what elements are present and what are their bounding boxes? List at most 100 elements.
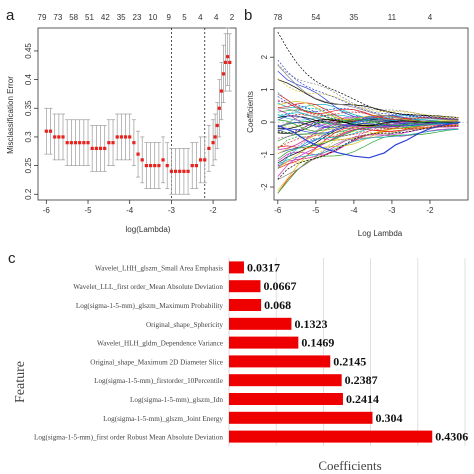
panel-a-point xyxy=(186,169,190,173)
panel-a-point xyxy=(226,55,230,59)
panel-b-top-axis-label: 78 xyxy=(273,13,282,22)
panel-c-y-axis-title: Feature xyxy=(13,361,28,403)
panel-c-marks: 0.0317 Wavelet_LHH_glszm_Small Area Empha… xyxy=(34,260,468,443)
panel-a-point xyxy=(94,146,98,150)
panel-a-point xyxy=(165,164,169,168)
panel-a-point xyxy=(213,135,217,139)
panel-a-plot-frame xyxy=(37,27,237,201)
panel-c-bar xyxy=(229,355,331,368)
panel-b-coefficient-path xyxy=(277,78,459,118)
panel-a-point xyxy=(182,169,186,173)
panel-a-top-axis-label: 9 xyxy=(166,13,171,22)
panel-b-coefficient-path xyxy=(277,128,459,194)
panel-c-category-label: Log(sigma-1-5-mm)_glszm_Idn xyxy=(130,396,223,404)
panel-a-point xyxy=(148,164,153,168)
panel-b-top-axis-label: 35 xyxy=(349,13,358,22)
panel-a-top-axis-label: 42 xyxy=(101,13,110,22)
panel-a-x-tick-label: -2 xyxy=(210,206,218,215)
panel-a-point xyxy=(198,158,203,162)
panel-a-top-axis-label: 5 xyxy=(182,13,187,22)
panel-a-point xyxy=(86,141,90,145)
panel-b-y-axis-title: Coefficients xyxy=(246,91,255,133)
panel-c-bar xyxy=(229,317,292,330)
panel-b-axes: -6 -5 -4 -3 -2 -2 -1 0 1 2 78 54 35 11 4 xyxy=(260,13,434,215)
panel-c-bar xyxy=(229,280,261,293)
panel-a-top-axis-label: 2 xyxy=(230,13,235,22)
panel-b-coefficient-path xyxy=(277,96,459,120)
panel-c-bar xyxy=(229,299,262,311)
panel-a-point xyxy=(217,106,221,110)
panel-a-point xyxy=(173,169,178,173)
panel-a-x-tick-label: -3 xyxy=(168,206,176,215)
panel-b-x-tick-label: -4 xyxy=(350,206,358,215)
panel-a-point xyxy=(78,141,82,145)
panel-c-value-label: 0.0667 xyxy=(263,279,296,293)
panel-a-y-tick-label: 0.45 xyxy=(24,43,33,59)
panel-a-point xyxy=(228,60,232,64)
panel-a-point xyxy=(207,146,211,150)
panel-a-x-tick-label: -5 xyxy=(84,206,92,215)
panel-c-category-label: Original_shape_Sphericity xyxy=(146,321,223,329)
panel-a-point xyxy=(169,169,173,173)
panel-c-bar xyxy=(229,430,433,443)
panel-a-point xyxy=(215,123,219,128)
panel-b-coefficient-path xyxy=(277,31,459,120)
panel-a-point xyxy=(194,164,198,168)
panel-c-category-label: Wavelet_LHH_glszm_Small Area Emphasis xyxy=(95,264,223,272)
panel-b-y-tick-label: -2 xyxy=(260,183,269,191)
panel-b-marks xyxy=(274,31,468,194)
panel-a-top-axis-label: 10 xyxy=(148,13,157,22)
panel-c-x-axis-title: Coefficients xyxy=(318,458,381,473)
panel-a-marks xyxy=(44,27,232,200)
panel-a-point xyxy=(98,146,103,150)
panel-a-y-axis-title: Misclassification Error xyxy=(6,76,15,154)
panel-b-top-axis-label: 54 xyxy=(311,13,320,22)
panel-c-value-label: 0.1469 xyxy=(301,336,334,350)
panel-b-top-axis-label: 11 xyxy=(388,13,397,22)
panel-a-point xyxy=(82,141,86,145)
panel-c-category-label: Original_shape_Maximum 2D Diameter Slice xyxy=(90,358,223,366)
panel-c-bar xyxy=(229,393,343,405)
panel-a-point xyxy=(65,141,69,145)
panel-a-point xyxy=(223,60,228,64)
panel-a-top-axis-label: 35 xyxy=(117,13,126,22)
panel-c-bar xyxy=(229,261,244,274)
panel-c-category-label: Log(sigma-1-5-mm)_firstorder_10Percentil… xyxy=(94,377,223,385)
panel-a-point xyxy=(111,141,115,145)
panel-a-point xyxy=(161,158,165,162)
panel-b-coefficient-path xyxy=(277,125,459,148)
panel-b-letter: b xyxy=(244,7,252,24)
panel-a-x-axis-title: log(Lambda) xyxy=(126,225,171,234)
panel-b-x-tick-label: -2 xyxy=(426,206,434,215)
panel-a-letter: a xyxy=(6,7,15,24)
panel-b-highlight-path xyxy=(277,121,461,159)
panel-a-point xyxy=(157,164,161,168)
panel-a-top-axis-label: 58 xyxy=(69,13,78,22)
panel-c-bar xyxy=(229,411,373,424)
panel-a-point xyxy=(90,146,94,150)
panel-b-coefficient-path xyxy=(277,117,459,134)
panel-c-value-label: 0.2414 xyxy=(346,392,379,406)
panel-a-top-axis-label: 4 xyxy=(198,13,203,22)
panel-b-coefficient-path xyxy=(277,125,459,180)
panel-a-point xyxy=(57,135,61,139)
panel-a-point xyxy=(115,135,119,139)
panel-b-coefficient-path xyxy=(277,63,459,119)
panel-c-value-label: 0.068 xyxy=(264,298,291,312)
panel-a-point xyxy=(219,89,224,93)
panel-a-y-tick-label: 0.25 xyxy=(24,157,33,173)
panel-a-point xyxy=(211,141,215,145)
panel-b-x-tick-label: -3 xyxy=(388,206,396,215)
panel-c-value-label: 0.1323 xyxy=(294,317,327,331)
panel-a-plot-area xyxy=(37,27,237,201)
panel-a-y-tick-label: 0.3 xyxy=(24,131,33,143)
panel-b-coefficient-path xyxy=(277,64,459,121)
panel-b-coefficient-path xyxy=(277,128,459,165)
panel-b-coefficient-path xyxy=(277,79,459,118)
panel-b-x-axis-title: Log Lambda xyxy=(358,229,403,238)
panel-c-value-label: 0.2145 xyxy=(333,354,366,368)
panel-a-y-tick-label: 0.35 xyxy=(24,100,33,116)
panel-a-point xyxy=(203,158,207,162)
panel-c-value-label: 0.0317 xyxy=(247,260,280,274)
